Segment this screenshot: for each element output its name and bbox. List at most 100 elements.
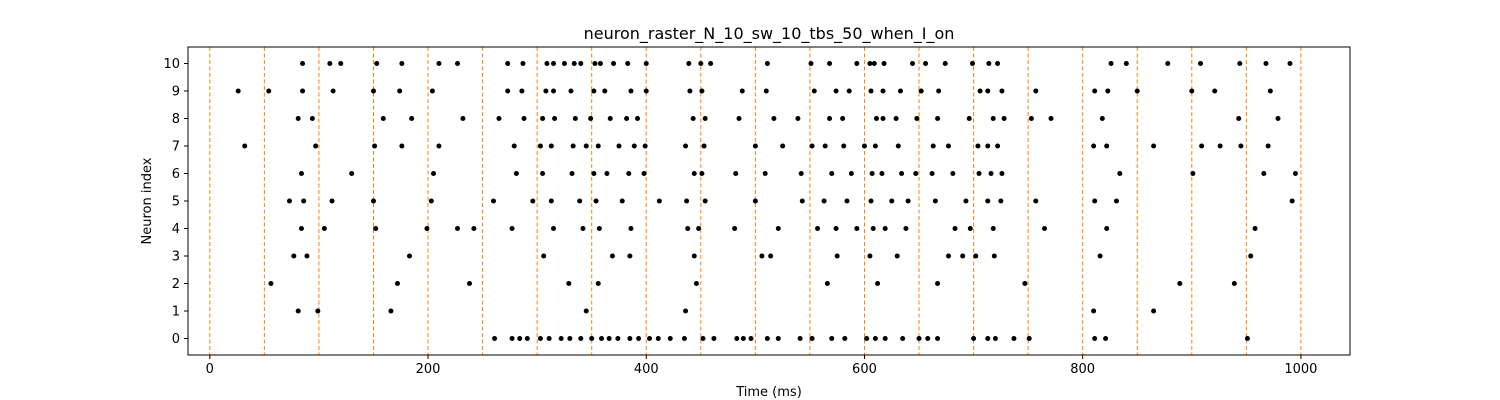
- spike-point: [388, 308, 394, 314]
- spike-point: [925, 336, 931, 341]
- spike-point: [929, 171, 935, 176]
- spike-point: [505, 61, 511, 66]
- spike-point: [635, 116, 641, 121]
- spike-point: [771, 116, 777, 121]
- spike-point: [895, 143, 901, 149]
- spike-point: [572, 116, 578, 121]
- spike-point: [625, 61, 631, 66]
- spike-point: [370, 88, 376, 94]
- spike-point: [798, 171, 804, 176]
- spike-point: [1267, 88, 1273, 94]
- spike-point: [313, 143, 319, 149]
- spike-point: [628, 88, 634, 94]
- spike-point: [998, 198, 1004, 204]
- spike-point: [537, 143, 543, 149]
- spike-point: [881, 61, 887, 66]
- spike-point: [1151, 308, 1157, 314]
- spike-point: [429, 88, 435, 94]
- spike-point: [615, 336, 621, 341]
- spike-point: [530, 198, 536, 204]
- spike-point: [372, 143, 378, 149]
- spike-point: [509, 226, 515, 231]
- x-tick-label: 200: [416, 362, 441, 377]
- spike-point: [693, 281, 699, 286]
- spike-point: [1091, 143, 1097, 149]
- x-axis-title: Time (ms): [735, 385, 802, 400]
- spike-point: [460, 116, 466, 121]
- spike-point: [969, 61, 975, 66]
- spike-point: [436, 143, 442, 149]
- spike-point: [775, 336, 781, 341]
- spike-point: [686, 61, 692, 66]
- spike-point: [309, 116, 315, 121]
- spike-point: [373, 226, 379, 231]
- spike-point: [580, 226, 586, 231]
- spike-point: [1104, 226, 1110, 231]
- spike-point: [681, 336, 687, 341]
- spike-point: [643, 61, 649, 66]
- spike-point: [571, 61, 577, 66]
- y-tick-label: 2: [172, 277, 180, 292]
- spike-point: [1092, 336, 1098, 341]
- spike-point: [1114, 198, 1120, 204]
- spike-point: [848, 171, 854, 176]
- spike-point: [551, 88, 557, 94]
- spike-point: [578, 336, 584, 341]
- spike-point: [266, 88, 272, 94]
- spike-point: [577, 198, 583, 204]
- spike-point: [604, 171, 610, 176]
- spike-point: [647, 336, 653, 341]
- spike-point: [631, 143, 637, 149]
- spike-point: [808, 61, 814, 66]
- spike-point: [797, 336, 803, 341]
- spike-point: [990, 116, 996, 121]
- spike-point: [932, 198, 938, 204]
- y-tick-label: 10: [163, 57, 180, 72]
- spike-point: [636, 336, 642, 341]
- spike-point: [619, 198, 625, 204]
- y-tick-label: 6: [172, 167, 180, 182]
- spike-point: [520, 61, 526, 66]
- spike-point: [698, 61, 704, 66]
- spike-point: [905, 198, 911, 204]
- spike-point: [991, 253, 997, 259]
- spike-point: [509, 336, 515, 341]
- spike-point: [872, 336, 878, 341]
- spike-point: [824, 281, 830, 286]
- spike-point: [1108, 61, 1114, 66]
- spike-point: [1011, 336, 1017, 341]
- spike-point: [811, 88, 817, 94]
- spike-point: [628, 226, 634, 231]
- spike-point: [1028, 116, 1034, 121]
- spike-point: [1231, 281, 1237, 286]
- spike-point: [827, 116, 833, 121]
- spike-point: [570, 143, 576, 149]
- spike-point: [780, 143, 786, 149]
- spike-point: [561, 61, 567, 66]
- spike-point: [880, 116, 886, 121]
- spike-point: [846, 88, 852, 94]
- spike-point: [374, 61, 380, 66]
- spike-point: [298, 171, 304, 176]
- spike-point: [999, 171, 1005, 176]
- spike-point: [1292, 171, 1298, 176]
- y-tick-label: 7: [172, 140, 180, 155]
- spike-point: [624, 116, 630, 121]
- spike-point: [454, 61, 460, 66]
- spike-point: [844, 198, 850, 204]
- spike-point: [641, 171, 647, 176]
- spike-point: [1026, 336, 1032, 341]
- spike-point: [1275, 116, 1281, 121]
- spike-point: [380, 116, 386, 121]
- spike-point: [511, 143, 517, 149]
- spike-point: [872, 143, 878, 149]
- spike-point: [242, 143, 248, 149]
- spike-point: [854, 226, 860, 231]
- spike-point: [329, 198, 335, 204]
- spike-point: [967, 226, 973, 231]
- spike-point: [295, 116, 301, 121]
- spike-point: [492, 336, 498, 341]
- spike-point: [454, 226, 460, 231]
- spike-point: [548, 143, 554, 149]
- spike-point: [985, 143, 991, 149]
